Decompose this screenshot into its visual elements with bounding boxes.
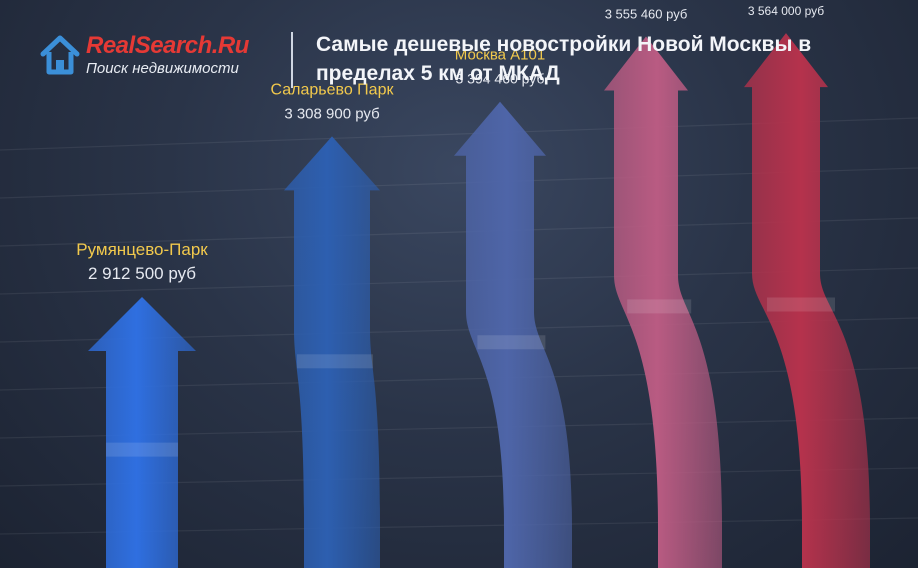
value-label: 3 564 000 руб bbox=[748, 4, 824, 18]
category-label: Москва А101 bbox=[455, 47, 545, 64]
bar-labels: Румянцево-Парк 2 912 500 руб Саларьево Пар… bbox=[76, 4, 824, 283]
bar-highlight bbox=[477, 335, 546, 350]
category-label: Румянцево-Парк bbox=[76, 240, 208, 259]
brand-name-part2: .Ru bbox=[211, 32, 250, 59]
bar-arrow bbox=[454, 101, 572, 568]
brand-name: RealSearch.Ru bbox=[86, 32, 249, 60]
brand-tagline: Поиск недвижимости bbox=[86, 60, 239, 77]
bar-arrow bbox=[744, 33, 870, 568]
value-label: 3 555 460 руб bbox=[605, 7, 688, 22]
value-label: 3 394 460 руб bbox=[456, 71, 545, 87]
brand-name-part1: RealSearch bbox=[86, 32, 212, 59]
bars bbox=[88, 33, 870, 568]
chart-title: Самые дешевые новостройки Новой Москвы в… bbox=[316, 33, 812, 85]
bar-arrow bbox=[284, 136, 380, 568]
bar-arrow bbox=[88, 296, 196, 568]
value-label: 3 308 900 руб bbox=[284, 105, 379, 122]
bar-highlight bbox=[106, 442, 178, 457]
category-label: Саларьево Парк bbox=[271, 81, 395, 98]
bar-highlight bbox=[297, 354, 373, 369]
header-divider bbox=[291, 32, 293, 88]
header: RealSearch.Ru Поиск недвижимости Самые д… bbox=[0, 0, 918, 110]
value-label: 2 912 500 руб bbox=[88, 264, 196, 283]
bar-arrow bbox=[604, 36, 722, 568]
house-icon bbox=[40, 35, 80, 75]
bar-highlight bbox=[627, 299, 692, 314]
bar-highlight bbox=[767, 297, 835, 312]
